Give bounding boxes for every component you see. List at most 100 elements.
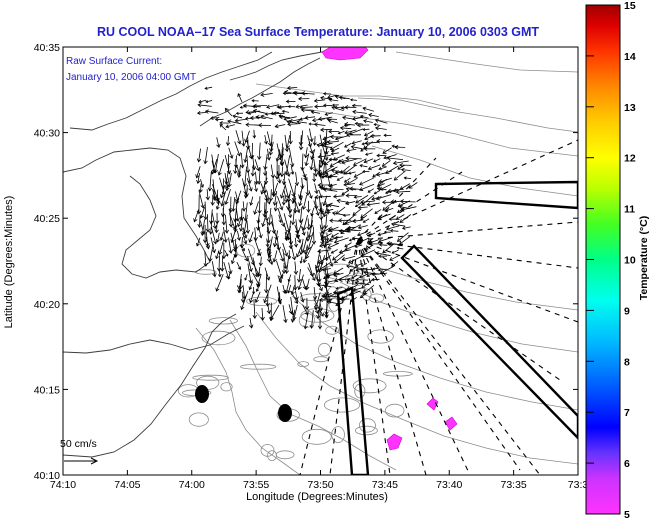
- current-vector: [393, 160, 409, 164]
- current-vector: [246, 220, 249, 234]
- current-vector-head: [279, 173, 285, 178]
- current-vector-head: [396, 209, 401, 213]
- current-vector: [337, 176, 344, 181]
- current-vector-head: [252, 108, 258, 114]
- current-vector-head: [235, 217, 240, 222]
- current-vector: [317, 299, 321, 319]
- current-vector-head: [364, 136, 369, 141]
- current-vector-head: [284, 148, 289, 153]
- current-vector-head: [319, 266, 324, 270]
- current-vector: [338, 130, 345, 134]
- current-vector-head: [401, 226, 406, 230]
- current-vector-head: [344, 244, 348, 248]
- current-vector: [220, 185, 226, 198]
- current-vector: [375, 252, 391, 257]
- current-vector-head: [279, 206, 284, 211]
- current-vector-head: [354, 204, 358, 208]
- current-vector: [367, 202, 380, 206]
- colorbar-label: Temperature (°C): [638, 216, 650, 301]
- beam-dash-line: [357, 239, 427, 475]
- current-vector: [201, 219, 205, 236]
- current-vector-head: [280, 257, 285, 262]
- current-vector: [300, 130, 304, 150]
- current-vector-head: [338, 249, 343, 254]
- current-vector: [248, 248, 255, 265]
- current-vector: [345, 157, 362, 160]
- current-vector-head: [225, 124, 230, 129]
- current-vector: [382, 160, 391, 167]
- current-vector: [294, 237, 297, 247]
- current-vector: [260, 256, 262, 266]
- current-vector: [217, 194, 219, 205]
- current-vector-head: [293, 91, 298, 96]
- current-vector-head: [221, 221, 226, 226]
- current-vector: [328, 204, 340, 208]
- current-vector-head: [294, 299, 299, 304]
- current-vector: [355, 279, 369, 281]
- current-vector-head: [198, 99, 202, 104]
- current-vector: [302, 236, 308, 253]
- current-vector-head: [366, 273, 370, 277]
- current-vector-head: [264, 197, 269, 202]
- current-vector-head: [351, 103, 356, 108]
- current-vector-head: [287, 278, 291, 283]
- x-tick-label: 74:05: [114, 479, 140, 491]
- current-vector: [355, 267, 368, 271]
- current-vector: [266, 131, 272, 146]
- current-vector-head: [369, 133, 374, 139]
- current-vector: [198, 190, 204, 208]
- current-vector-head: [236, 236, 241, 241]
- current-vector-head: [237, 289, 242, 294]
- current-vector: [278, 214, 282, 223]
- current-vector: [371, 278, 380, 281]
- current-vector: [314, 273, 323, 291]
- current-vector-head: [306, 208, 311, 213]
- current-time: January 10, 2006 04:00 GMT: [66, 72, 196, 83]
- current-vector-head: [220, 202, 225, 207]
- current-vector: [350, 297, 357, 302]
- current-vector-head: [352, 161, 358, 166]
- current-vector-head: [197, 102, 202, 108]
- current-vector-head: [328, 186, 333, 192]
- current-vector-head: [374, 126, 380, 131]
- current-vector: [317, 254, 332, 264]
- current-vector-head: [284, 171, 289, 176]
- current-vector-head: [281, 201, 286, 206]
- current-vector-head: [324, 161, 329, 166]
- current-vector: [346, 224, 361, 233]
- current-vector: [273, 182, 279, 196]
- current-vector: [249, 292, 254, 303]
- current-vector-head: [355, 277, 360, 282]
- current-vector: [283, 178, 289, 198]
- current-vector-head: [302, 259, 307, 264]
- current-vector-head: [214, 229, 219, 234]
- current-vector: [253, 110, 266, 114]
- current-vector-head: [233, 218, 238, 223]
- current-vector: [258, 225, 262, 238]
- current-vector: [365, 141, 380, 144]
- current-vector: [252, 155, 255, 170]
- current-vector: [205, 100, 213, 103]
- current-vector-head: [390, 222, 396, 227]
- current-vector: [360, 165, 368, 168]
- current-vector: [280, 184, 286, 199]
- current-vector: [277, 208, 285, 227]
- current-vector: [362, 284, 375, 295]
- current-vector-head: [263, 180, 269, 185]
- contour-loop: [301, 428, 332, 445]
- current-vector-head: [266, 258, 272, 263]
- current-vector-head: [242, 103, 247, 108]
- current-vector-head: [290, 221, 296, 226]
- current-vector-head: [354, 121, 358, 126]
- current-vector-head: [280, 194, 285, 199]
- current-vector: [331, 249, 338, 254]
- current-vector: [360, 200, 375, 203]
- colorbar-tick-label: 14: [624, 51, 636, 63]
- current-vector: [374, 209, 382, 214]
- colorbar-tick-label: 11: [624, 204, 635, 216]
- current-vector-head: [244, 116, 249, 121]
- beam-dash-line: [357, 239, 561, 381]
- current-vector: [315, 195, 331, 198]
- current-vector: [228, 147, 233, 159]
- current-vector-head: [268, 197, 274, 202]
